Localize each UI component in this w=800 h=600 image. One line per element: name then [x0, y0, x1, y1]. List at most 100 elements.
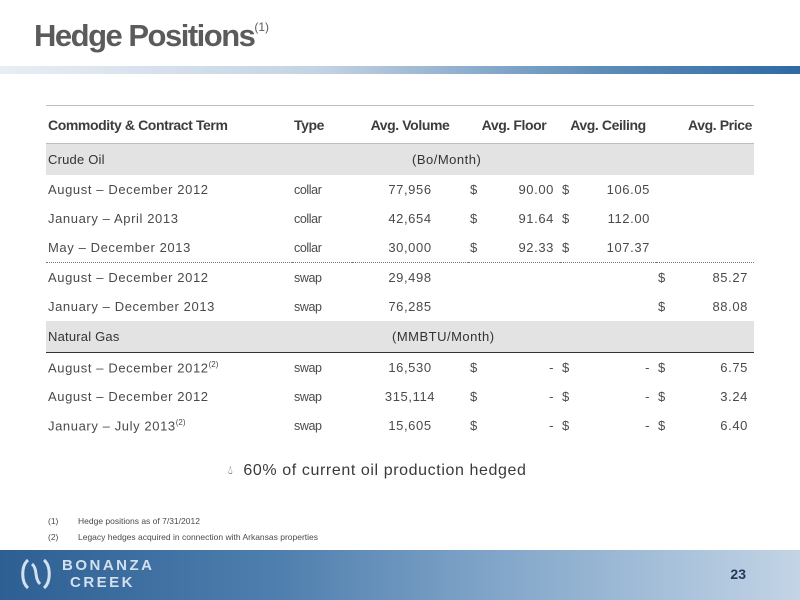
avg-volume: 77,956	[388, 182, 432, 197]
avg-floor-value: 90.00	[518, 182, 554, 197]
header-avg-price: Avg. Price	[656, 105, 754, 144]
currency-symbol: $	[470, 211, 478, 226]
slide-title: Hedge Positions(1)	[34, 18, 269, 54]
table-row: August – December 2012 swap 29,498 $85.27	[46, 263, 754, 293]
hedge-type: swap	[294, 270, 322, 285]
avg-volume: 42,654	[388, 211, 432, 226]
header-gradient-bar	[0, 66, 800, 74]
avg-ceiling	[560, 292, 656, 321]
currency-symbol: $	[562, 389, 570, 404]
slide-title-text: Hedge Positions	[34, 18, 256, 53]
header-type: Type	[292, 105, 352, 144]
bonanza-creek-logo-icon	[21, 558, 51, 590]
section-row-natural-gas: Natural Gas (MMBTU/Month)	[46, 321, 754, 353]
hedge-type: collar	[294, 182, 322, 197]
avg-price: $6.40	[656, 411, 754, 440]
currency-symbol: $	[470, 360, 478, 375]
avg-floor	[468, 292, 560, 321]
footnote-item: (1) Hedge positions as of 7/31/2012	[48, 516, 200, 526]
contract-term: May – December 2013	[46, 233, 292, 263]
avg-floor-value: -	[549, 418, 554, 433]
currency-symbol: $	[470, 418, 478, 433]
avg-ceiling	[560, 263, 656, 293]
highlight-text: 60% of current oil production hedged	[243, 462, 527, 479]
currency-symbol: $	[562, 418, 570, 433]
contract-term: January – July 2013(2)	[48, 417, 186, 434]
currency-symbol: $	[562, 240, 570, 255]
avg-floor: $ -	[468, 382, 560, 411]
avg-floor-value: -	[549, 389, 554, 404]
header-avg-volume: Avg. Volume	[352, 105, 468, 144]
header-commodity: Commodity & Contract Term	[46, 105, 292, 144]
contract-term: August – December 2012	[48, 182, 209, 197]
avg-floor-value: 91.64	[518, 211, 554, 226]
avg-price: $85.27	[656, 263, 754, 293]
currency-symbol: $	[470, 389, 478, 404]
currency-symbol: $	[470, 240, 478, 255]
currency-symbol: $	[658, 389, 666, 404]
avg-volume: 315,114	[384, 389, 436, 404]
hedge-type: swap	[294, 299, 322, 314]
contract-term: August – December 2012	[48, 389, 209, 404]
avg-ceiling: $ -	[560, 352, 656, 382]
avg-price	[656, 175, 754, 204]
avg-ceiling-value: 107.37	[606, 240, 650, 255]
footer-bar: BONANZA CREEK 23	[0, 550, 800, 600]
avg-volume: 76,285	[388, 299, 432, 314]
avg-ceiling: $106.05	[560, 175, 656, 204]
currency-symbol: $	[562, 182, 570, 197]
avg-price: $88.08	[656, 292, 754, 321]
title-footnote-marker: (1)	[254, 19, 270, 34]
currency-symbol: $	[562, 360, 570, 375]
avg-floor: $91.64	[468, 204, 560, 233]
section-unit-natural-gas: (MMBTU/Month)	[352, 321, 754, 353]
avg-price	[656, 233, 754, 263]
table-row: August – December 2012(2) swap 16,530 $ - $ - $…	[46, 352, 754, 382]
avg-ceiling: $ -	[560, 411, 656, 440]
avg-volume: 30,000	[352, 233, 468, 263]
avg-price-value: 85.27	[712, 270, 748, 285]
hedge-type: swap	[294, 389, 322, 404]
contract-term: January – December 2013	[48, 299, 216, 314]
highlight-bullet: 💧︎ 60% of current oil production hedged	[228, 462, 527, 480]
avg-floor: $90.00	[468, 175, 560, 204]
avg-ceiling-value: -	[645, 389, 650, 404]
section-label-crude-oil: Crude Oil	[46, 143, 292, 175]
section-label-natural-gas: Natural Gas	[46, 321, 292, 353]
footnote-marker: (2)	[175, 417, 186, 427]
header-avg-floor: Avg. Floor	[468, 105, 560, 144]
table-row: January – July 2013(2) swap 15,605 $ - $ - $6.4…	[46, 411, 754, 440]
avg-price: $6.75	[656, 352, 754, 382]
avg-price-value: 6.75	[720, 360, 748, 375]
avg-price-value: 88.08	[712, 299, 748, 314]
avg-price-value: 3.24	[720, 389, 748, 404]
currency-symbol: $	[658, 299, 666, 314]
currency-symbol: $	[658, 360, 666, 375]
avg-ceiling: $107.37	[560, 233, 656, 263]
currency-symbol: $	[562, 211, 570, 226]
hedge-table-container: Commodity & Contract Term Type Avg. Volu…	[46, 105, 754, 440]
currency-symbol: $	[470, 182, 478, 197]
hedge-type: swap	[294, 418, 322, 433]
footnote-item: (2) Legacy hedges acquired in connection …	[48, 532, 319, 542]
oil-drop-icon: 💧︎	[228, 463, 234, 477]
avg-floor: $ -	[468, 352, 560, 382]
avg-volume: 15,605	[388, 418, 432, 433]
footnote-marker: (2)	[208, 359, 219, 369]
header-avg-ceiling: Avg. Ceiling	[560, 105, 656, 144]
avg-ceiling: $ -	[560, 382, 656, 411]
avg-price-value: 6.40	[720, 418, 748, 433]
avg-floor-value: -	[549, 360, 554, 375]
avg-floor-value: 92.33	[518, 240, 554, 255]
logo-wordmark: BONANZA CREEK	[62, 557, 155, 591]
avg-ceiling-value: -	[645, 360, 650, 375]
contract-term: January – April 2013	[48, 211, 179, 226]
hedge-positions-table: Commodity & Contract Term Type Avg. Volu…	[46, 105, 754, 440]
table-row: May – December 2013 collar 30,000 $92.33 $10…	[46, 233, 754, 263]
table-row: January – December 2013 swap 76,285 $88.08	[46, 292, 754, 321]
hedge-type: collar	[294, 211, 322, 226]
avg-ceiling-value: 106.05	[606, 182, 650, 197]
avg-ceiling-value: -	[645, 418, 650, 433]
currency-symbol: $	[658, 270, 666, 285]
section-unit-crude-oil: (Bo/Month)	[352, 143, 754, 175]
